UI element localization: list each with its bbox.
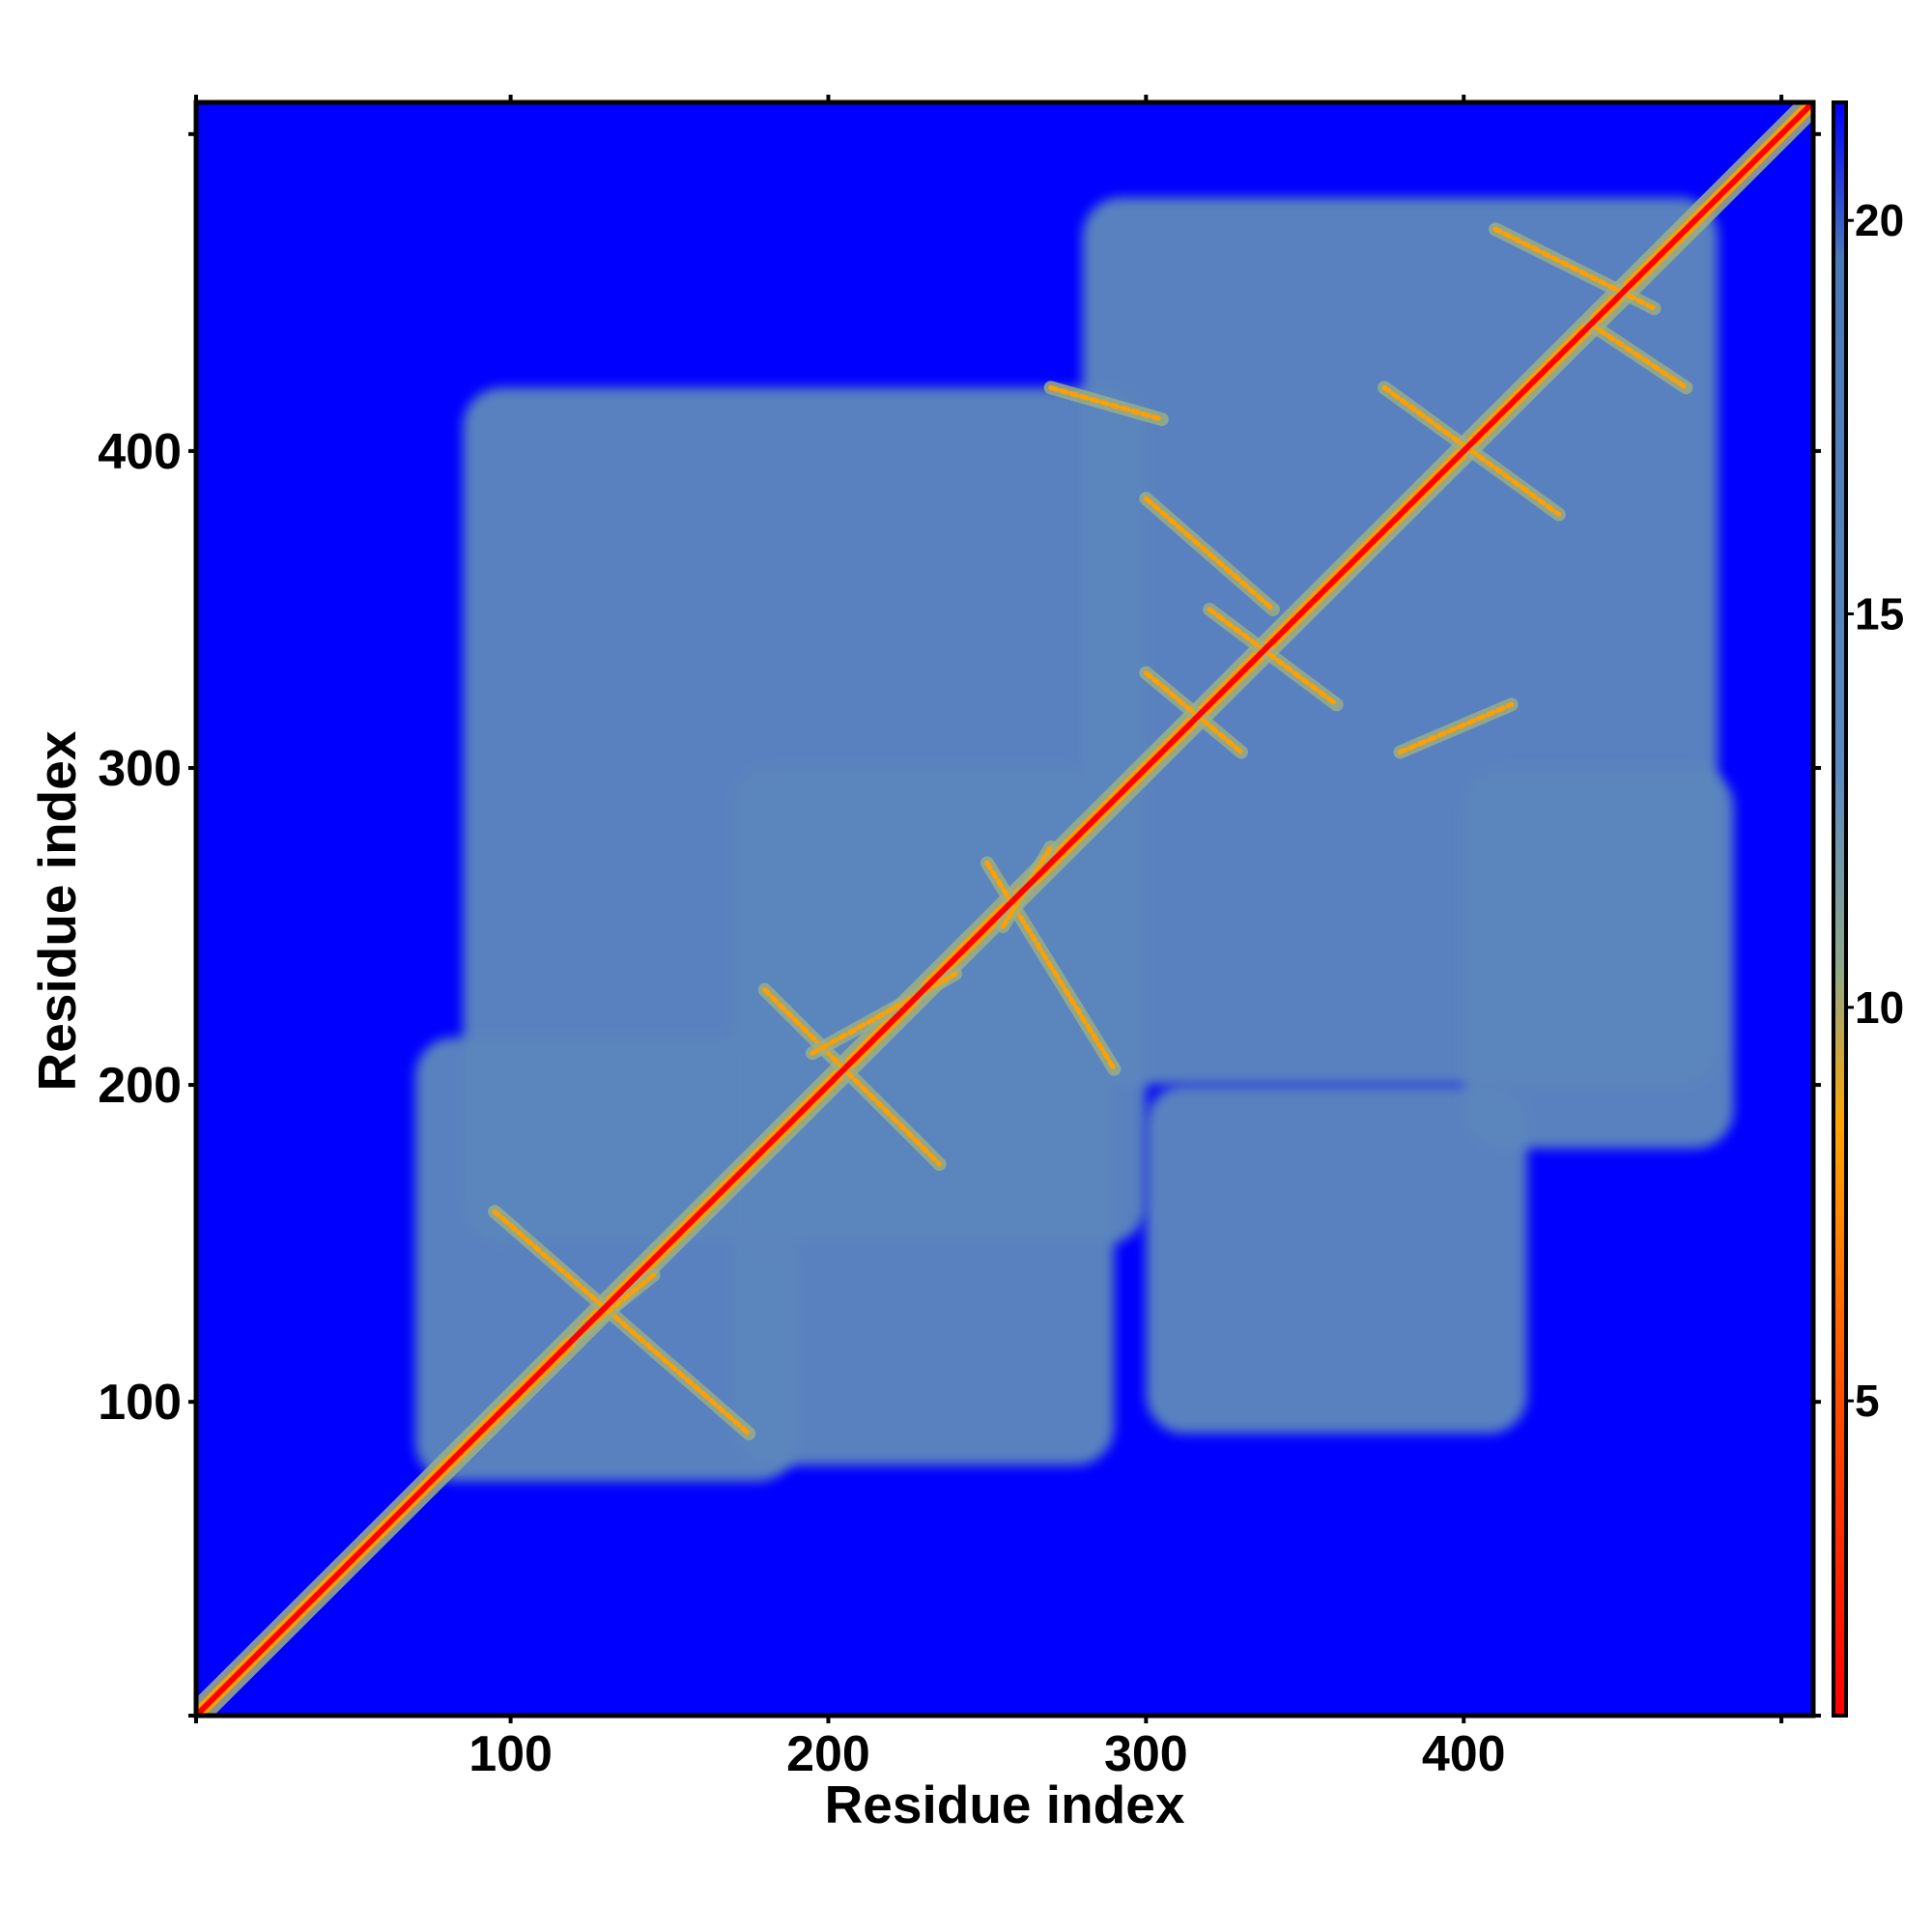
x-tick-label: 100 xyxy=(469,1726,553,1782)
heatmap-layer xyxy=(196,102,1813,1716)
y-axis-title: Residue index xyxy=(27,730,87,1091)
x-tick-label: 200 xyxy=(786,1726,870,1782)
contact-arc-core xyxy=(1381,384,1562,518)
contact-region xyxy=(1146,1085,1528,1434)
colorbar-tick-label: 5 xyxy=(1855,1376,1880,1426)
contact-region xyxy=(463,387,1147,1244)
x-axis-title: Residue index xyxy=(825,1775,1185,1834)
plot-frame xyxy=(193,99,1816,1719)
contact-arc-core xyxy=(492,1208,752,1436)
y-tick-label: 200 xyxy=(98,1058,182,1114)
contact-arc-core xyxy=(1143,670,1244,755)
colorbar-tick-label: 10 xyxy=(1855,982,1904,1033)
contact-arc-core xyxy=(1397,701,1515,755)
diagonal-line xyxy=(196,102,1813,1716)
colorbar-tick-label: 15 xyxy=(1855,589,1904,639)
x-tick-label: 300 xyxy=(1104,1726,1188,1782)
colorbar xyxy=(1832,100,1848,1718)
y-tick-label: 400 xyxy=(98,424,182,480)
x-tick-label: 400 xyxy=(1422,1726,1506,1782)
contact-arc-core xyxy=(1207,607,1340,707)
contact-arc-core xyxy=(1588,322,1689,390)
contact-arc-core xyxy=(1143,496,1276,612)
colorbar-axis: 5 10 15 20 xyxy=(1846,195,1904,1426)
contact-region xyxy=(1463,767,1734,1149)
contact-arc-core xyxy=(1492,226,1658,311)
colorbar-tick-label: 20 xyxy=(1855,195,1904,245)
y-tick-label: 100 xyxy=(98,1375,182,1431)
axes: 100 200 300 400 100 200 300 400 xyxy=(98,95,1821,1782)
contact-arc-core xyxy=(984,860,1117,1072)
contact-arc-core xyxy=(762,987,943,1167)
y-tick-label: 300 xyxy=(98,741,182,797)
contact-arc-core xyxy=(1048,384,1165,422)
contact-arc-core xyxy=(810,971,958,1056)
